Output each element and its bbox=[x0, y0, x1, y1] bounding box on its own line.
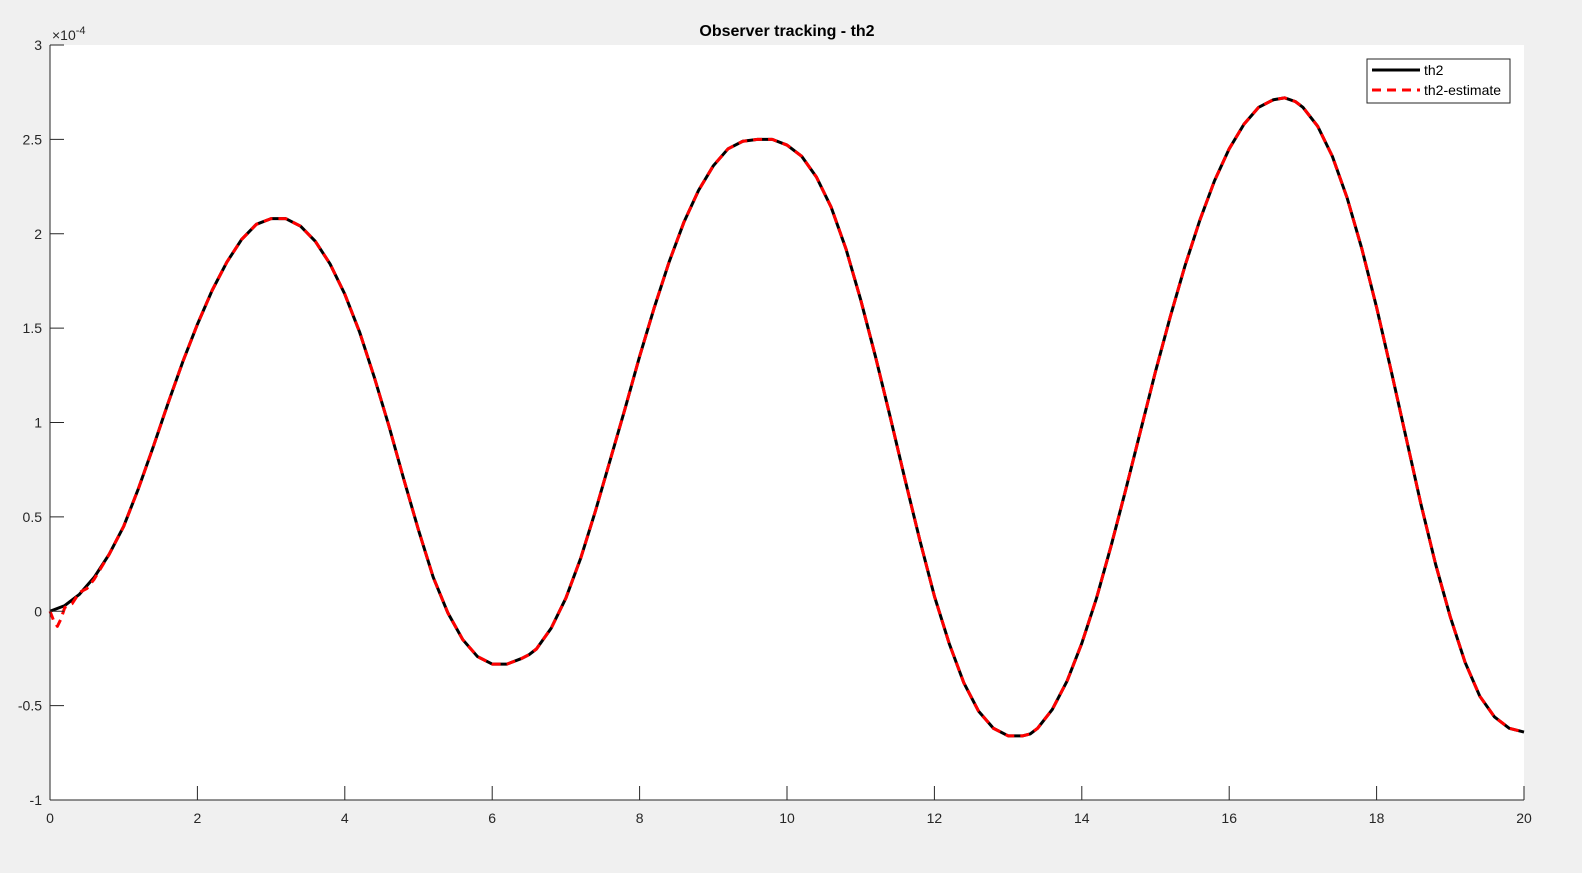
plot-lines bbox=[48, 96, 1525, 738]
x-tick-label: 12 bbox=[927, 810, 943, 826]
x-tick-label: 18 bbox=[1369, 810, 1385, 826]
x-tick-label: 0 bbox=[46, 810, 54, 826]
x-tick-label: 16 bbox=[1221, 810, 1237, 826]
y-tick-label: 1 bbox=[34, 415, 42, 431]
x-tick-label: 6 bbox=[488, 810, 496, 826]
axes-background bbox=[50, 45, 1524, 800]
y-tick-label: 2 bbox=[34, 226, 42, 242]
x-tick-label: 4 bbox=[341, 810, 349, 826]
x-tick-label: 20 bbox=[1516, 810, 1532, 826]
x-tick-label: 2 bbox=[194, 810, 202, 826]
y-tick-label: 0.5 bbox=[23, 509, 43, 525]
legend-label-th2: th2 bbox=[1424, 62, 1444, 78]
y-tick-label: 2.5 bbox=[23, 131, 43, 147]
x-axis-ticks: 0 2 4 6 8 10 12 14 16 18 20 bbox=[46, 786, 1532, 826]
legend-box bbox=[1366, 58, 1511, 104]
series-line-th2-estimate bbox=[48, 96, 1525, 738]
x-tick-label: 14 bbox=[1074, 810, 1090, 826]
y-tick-label: -0.5 bbox=[18, 698, 42, 714]
legend: th2 th2-estimate bbox=[1366, 58, 1511, 104]
x-tick-label: 10 bbox=[779, 810, 795, 826]
y-tick-label: 1.5 bbox=[23, 320, 43, 336]
y-tick-label: 3 bbox=[34, 37, 42, 53]
y-axis-ticks: -1 -0.5 0 0.5 1 1.5 2 2.5 3 bbox=[18, 37, 64, 808]
y-tick-label: 0 bbox=[34, 603, 42, 619]
legend-label-th2-estimate: th2-estimate bbox=[1424, 82, 1501, 98]
y-exponent-power: -4 bbox=[76, 25, 86, 37]
y-exponent-label: ×10-4 bbox=[52, 25, 86, 43]
chart-title: Observer tracking - th2 bbox=[699, 23, 874, 40]
y-tick-label: -1 bbox=[30, 792, 43, 808]
x-tick-label: 8 bbox=[636, 810, 644, 826]
